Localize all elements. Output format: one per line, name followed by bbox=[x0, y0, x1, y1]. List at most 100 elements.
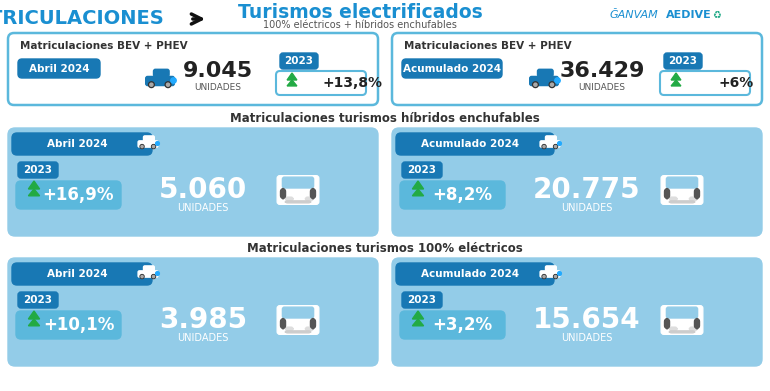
FancyBboxPatch shape bbox=[277, 176, 319, 204]
FancyBboxPatch shape bbox=[277, 306, 319, 334]
FancyBboxPatch shape bbox=[16, 181, 121, 209]
Polygon shape bbox=[287, 73, 297, 80]
Text: Matriculaciones turismos 100% eléctricos: Matriculaciones turismos 100% eléctricos bbox=[247, 242, 523, 255]
FancyBboxPatch shape bbox=[12, 263, 152, 285]
Circle shape bbox=[534, 83, 537, 86]
FancyBboxPatch shape bbox=[530, 77, 558, 86]
Text: +10,1%: +10,1% bbox=[43, 316, 114, 334]
Text: UNIDADES: UNIDADES bbox=[561, 203, 613, 213]
FancyBboxPatch shape bbox=[670, 201, 695, 203]
Text: Matriculaciones BEV + PHEV: Matriculaciones BEV + PHEV bbox=[404, 41, 571, 51]
FancyBboxPatch shape bbox=[283, 177, 313, 188]
FancyBboxPatch shape bbox=[286, 331, 310, 333]
Circle shape bbox=[554, 276, 557, 278]
FancyBboxPatch shape bbox=[396, 133, 554, 155]
Text: AEDIVE: AEDIVE bbox=[666, 10, 711, 20]
Circle shape bbox=[543, 276, 545, 278]
FancyBboxPatch shape bbox=[280, 188, 286, 199]
Text: ĞANVAM: ĞANVAM bbox=[610, 10, 659, 20]
Text: 3.985: 3.985 bbox=[159, 306, 247, 334]
FancyBboxPatch shape bbox=[286, 197, 293, 201]
FancyBboxPatch shape bbox=[8, 33, 378, 105]
FancyBboxPatch shape bbox=[12, 133, 152, 155]
Text: +8,2%: +8,2% bbox=[433, 186, 493, 204]
FancyBboxPatch shape bbox=[143, 136, 154, 141]
FancyBboxPatch shape bbox=[306, 327, 313, 330]
FancyBboxPatch shape bbox=[280, 53, 318, 69]
Text: UNIDADES: UNIDADES bbox=[177, 333, 229, 343]
FancyBboxPatch shape bbox=[545, 266, 556, 271]
FancyBboxPatch shape bbox=[18, 292, 58, 308]
Text: Abril 2024: Abril 2024 bbox=[28, 63, 89, 74]
FancyBboxPatch shape bbox=[276, 71, 366, 95]
FancyBboxPatch shape bbox=[661, 176, 703, 204]
Circle shape bbox=[149, 82, 154, 88]
Text: 2023: 2023 bbox=[284, 56, 313, 66]
FancyBboxPatch shape bbox=[16, 311, 121, 339]
FancyBboxPatch shape bbox=[664, 53, 702, 69]
Text: ♻: ♻ bbox=[712, 10, 721, 20]
Circle shape bbox=[549, 82, 555, 88]
Circle shape bbox=[152, 276, 155, 278]
Text: 15.654: 15.654 bbox=[533, 306, 641, 334]
FancyBboxPatch shape bbox=[670, 197, 677, 201]
Circle shape bbox=[152, 274, 156, 278]
Text: UNIDADES: UNIDADES bbox=[578, 83, 625, 91]
Circle shape bbox=[554, 145, 557, 149]
FancyBboxPatch shape bbox=[537, 69, 553, 77]
FancyBboxPatch shape bbox=[665, 188, 670, 199]
Text: 5.060: 5.060 bbox=[159, 176, 247, 204]
Text: 2023: 2023 bbox=[24, 295, 52, 305]
Text: 9.045: 9.045 bbox=[183, 61, 253, 81]
FancyBboxPatch shape bbox=[689, 197, 697, 201]
Text: MATRICULACIONES: MATRICULACIONES bbox=[0, 9, 164, 29]
Circle shape bbox=[140, 274, 144, 278]
Circle shape bbox=[542, 145, 546, 149]
Text: Matriculaciones BEV + PHEV: Matriculaciones BEV + PHEV bbox=[20, 41, 188, 51]
Text: 2023: 2023 bbox=[407, 295, 437, 305]
FancyBboxPatch shape bbox=[695, 319, 699, 328]
FancyBboxPatch shape bbox=[286, 327, 293, 330]
FancyBboxPatch shape bbox=[392, 128, 762, 236]
FancyBboxPatch shape bbox=[540, 271, 560, 277]
FancyBboxPatch shape bbox=[8, 128, 378, 236]
Text: Acumulado 2024: Acumulado 2024 bbox=[403, 63, 501, 74]
Circle shape bbox=[152, 145, 155, 148]
Circle shape bbox=[141, 276, 143, 278]
Text: 2023: 2023 bbox=[24, 165, 52, 175]
Text: 100% eléctricos + híbridos enchufables: 100% eléctricos + híbridos enchufables bbox=[263, 20, 457, 30]
FancyBboxPatch shape bbox=[400, 311, 505, 339]
FancyBboxPatch shape bbox=[286, 201, 310, 203]
FancyBboxPatch shape bbox=[666, 177, 698, 188]
FancyBboxPatch shape bbox=[670, 327, 677, 330]
FancyBboxPatch shape bbox=[8, 258, 378, 366]
Text: +13,8%: +13,8% bbox=[322, 76, 382, 90]
Text: Turismos electrificados: Turismos electrificados bbox=[238, 4, 482, 23]
FancyBboxPatch shape bbox=[153, 69, 169, 77]
FancyBboxPatch shape bbox=[146, 77, 174, 86]
FancyBboxPatch shape bbox=[545, 136, 556, 141]
Text: 20.775: 20.775 bbox=[533, 176, 641, 204]
Text: 2023: 2023 bbox=[407, 165, 437, 175]
Text: 2023: 2023 bbox=[668, 56, 698, 66]
Circle shape bbox=[165, 82, 171, 88]
Polygon shape bbox=[28, 311, 39, 319]
Text: +16,9%: +16,9% bbox=[43, 186, 114, 204]
Text: Abril 2024: Abril 2024 bbox=[47, 269, 107, 279]
FancyBboxPatch shape bbox=[392, 258, 762, 366]
Circle shape bbox=[150, 83, 153, 86]
Text: Matriculaciones turismos híbridos enchufables: Matriculaciones turismos híbridos enchuf… bbox=[230, 111, 540, 124]
FancyBboxPatch shape bbox=[661, 306, 703, 334]
Circle shape bbox=[543, 145, 545, 148]
FancyBboxPatch shape bbox=[689, 327, 697, 330]
FancyBboxPatch shape bbox=[402, 162, 442, 178]
Text: UNIDADES: UNIDADES bbox=[195, 83, 242, 91]
FancyBboxPatch shape bbox=[392, 33, 762, 105]
Text: Acumulado 2024: Acumulado 2024 bbox=[421, 139, 519, 149]
Polygon shape bbox=[671, 80, 681, 86]
Circle shape bbox=[166, 83, 169, 86]
Circle shape bbox=[152, 145, 156, 149]
Polygon shape bbox=[671, 73, 681, 80]
FancyBboxPatch shape bbox=[310, 319, 316, 328]
Text: Abril 2024: Abril 2024 bbox=[47, 139, 107, 149]
